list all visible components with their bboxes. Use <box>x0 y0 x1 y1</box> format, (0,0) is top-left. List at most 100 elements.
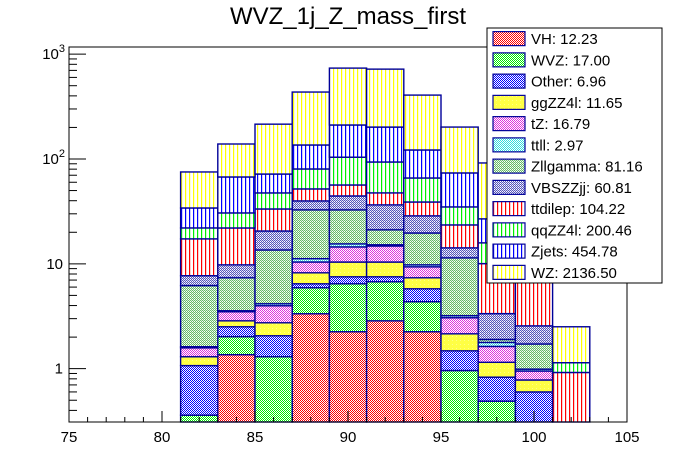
bar-Zjets-bin-83 <box>217 176 256 214</box>
bar-WVZ-bin-87 <box>291 287 331 315</box>
legend-entry: VH: 12.23 <box>492 31 598 48</box>
bar-tZ-bin-93 <box>403 266 442 279</box>
bar-Zjets-bin-89 <box>328 124 368 158</box>
series-ggZZ4l <box>179 261 554 393</box>
legend-label: Zjets: 454.78 <box>531 244 618 261</box>
x-axis: 75 80 85 90 95 100 105 <box>61 411 640 446</box>
bar-tZ-bin-99 <box>514 370 554 381</box>
legend-entry: qqZZ4l: 200.46 <box>492 222 632 239</box>
x-tick-label: 105 <box>614 429 639 446</box>
legend-entry: Other: 6.96 <box>492 73 606 91</box>
legend-swatch <box>492 201 526 217</box>
bar-ttdilep-bin-83 <box>217 227 256 266</box>
bar-ggZZ4l-bin-91 <box>365 261 405 278</box>
bar-WZ-bin-81 <box>179 171 219 209</box>
bar-WVZ-bin-85 <box>254 356 293 423</box>
legend-swatch <box>492 137 526 153</box>
legend-swatch <box>492 52 526 68</box>
legend-swatch <box>492 94 526 110</box>
bar-WZ-bin-89 <box>328 67 368 126</box>
bar-Zllgamma-bin-99 <box>514 343 554 370</box>
bar-ggZZ4l-bin-95 <box>440 333 479 352</box>
legend-label: VH: 12.23 <box>531 31 598 48</box>
bar-WVZ-bin-89 <box>328 283 368 333</box>
bar-VBSZZjj-bin-95 <box>440 247 479 259</box>
legend-entry: Zjets: 454.78 <box>492 243 618 261</box>
legend-label: WZ: 2136.50 <box>531 265 617 282</box>
bar-ttdilep-bin-101 <box>551 371 591 423</box>
bar-ttdilep-bin-85 <box>254 208 293 232</box>
legend-entry: ttdilep: 104.22 <box>492 201 625 218</box>
y-tick-label: 1 <box>55 361 63 378</box>
bar-ttdilep-bin-93 <box>403 201 442 217</box>
bar-Zjets-bin-85 <box>254 173 293 194</box>
bar-Zjets-bin-95 <box>440 172 479 208</box>
bar-VH-bin-89 <box>328 331 368 423</box>
bar-tZ-bin-97 <box>477 345 517 364</box>
legend-label: Zllgamma: 81.16 <box>531 159 643 176</box>
y-tick-label: 103 <box>42 43 65 63</box>
bar-WZ-bin-93 <box>403 94 442 151</box>
legend-label: ttdilep: 104.22 <box>531 201 625 218</box>
bar-Other-bin-83 <box>217 326 256 338</box>
legend: VH: 12.23 WVZ: 17.00 Other: 6.96 ggZZ4l: 11… <box>486 27 663 284</box>
bar-VBSZZjj-bin-81 <box>179 275 219 287</box>
bar-ttdilep-bin-95 <box>440 224 479 249</box>
bar-tZ-bin-81 <box>179 347 219 358</box>
legend-label: ggZZ4l: 11.65 <box>531 95 622 112</box>
y-axis: 1 10 102 103 <box>42 43 86 411</box>
bar-Zllgamma-bin-85 <box>254 249 293 305</box>
legend-entry: ttll: 2.97 <box>492 137 584 154</box>
x-tick-label: 90 <box>340 429 357 446</box>
bar-Zllgamma-bin-87 <box>291 209 331 260</box>
bar-ggZZ4l-bin-81 <box>179 356 219 367</box>
legend-swatch <box>492 243 526 259</box>
bar-qqZZ4l-bin-93 <box>403 177 442 203</box>
legend-label: tZ: 16.79 <box>531 116 590 133</box>
legend-box <box>486 27 663 284</box>
legend-label: qqZZ4l: 200.46 <box>531 222 632 239</box>
bar-tZ-bin-91 <box>365 245 405 263</box>
bar-ggZZ4l-bin-83 <box>217 320 256 328</box>
bar-WVZ-bin-83 <box>217 335 256 356</box>
bar-Other-bin-93 <box>403 288 442 303</box>
bar-qqZZ4l-bin-85 <box>254 192 293 210</box>
bar-qqZZ4l-bin-81 <box>179 227 219 240</box>
bar-VH-bin-93 <box>403 331 442 423</box>
bar-qqZZ4l-bin-101 <box>551 362 591 374</box>
y-tick-label: 102 <box>42 148 65 168</box>
bar-ttdilep-bin-89 <box>328 184 368 197</box>
bar-VBSZZjj-bin-93 <box>403 215 442 234</box>
legend-entry: ggZZ4l: 11.65 <box>492 94 622 112</box>
legend-entry: Zllgamma: 81.16 <box>492 158 643 176</box>
legend-label: VBSZZjj: 60.81 <box>531 180 632 197</box>
bar-tZ-bin-85 <box>254 305 293 324</box>
bar-Zllgamma-bin-93 <box>403 232 442 266</box>
legend-swatch <box>492 179 526 195</box>
bar-ggZZ4l-bin-93 <box>403 277 442 290</box>
bar-VBSZZjj-bin-87 <box>291 200 331 211</box>
bar-WZ-bin-101 <box>551 326 591 364</box>
bar-ttdilep-bin-87 <box>291 188 331 202</box>
bar-tZ-bin-87 <box>291 261 331 274</box>
bar-WZ-bin-95 <box>440 126 479 174</box>
bar-WZ-bin-83 <box>217 143 256 178</box>
x-tick-label: 75 <box>61 429 78 446</box>
legend-label: Other: 6.96 <box>531 74 606 91</box>
bar-ttdilep-bin-91 <box>365 192 405 206</box>
legend-entry: WVZ: 17.00 <box>492 52 610 69</box>
bar-VBSZZjj-bin-85 <box>254 230 293 251</box>
legend-swatch <box>492 73 526 89</box>
legend-swatch <box>492 116 526 132</box>
bar-Zjets-bin-93 <box>403 149 442 179</box>
series-Zjets <box>179 124 554 268</box>
bar-VBSZZjj-bin-97 <box>477 312 517 341</box>
bar-VBSZZjj-bin-99 <box>514 325 554 345</box>
legend-swatch <box>492 158 526 174</box>
bar-qqZZ4l-bin-83 <box>217 212 256 229</box>
bar-ggZZ4l-bin-85 <box>254 322 293 337</box>
legend-entry: WZ: 2136.50 <box>492 264 617 282</box>
bar-Other-bin-95 <box>440 350 479 372</box>
bar-Zjets-bin-81 <box>179 207 219 229</box>
